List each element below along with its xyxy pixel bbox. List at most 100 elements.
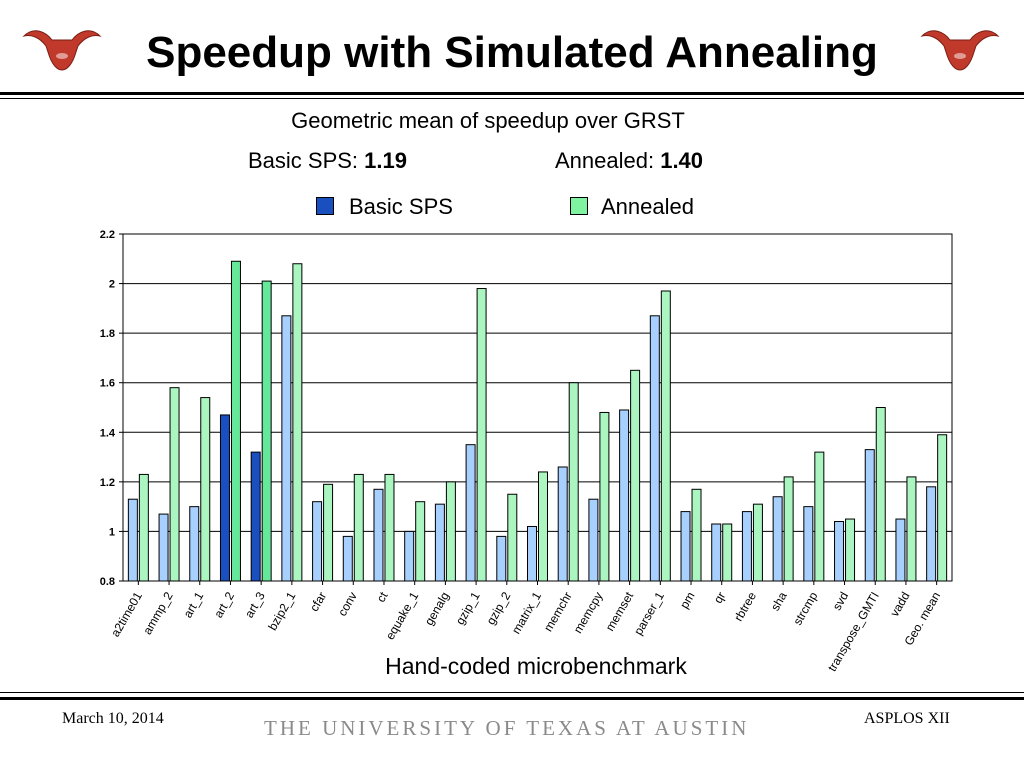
bar-basic-sps [649, 315, 660, 582]
bar-basic-sps [250, 451, 261, 582]
bar-basic-sps [281, 315, 292, 582]
bar-annealed [722, 523, 733, 582]
bar-annealed [230, 260, 241, 582]
bar-annealed [814, 451, 825, 582]
y-tick-label: 1.2 [100, 477, 115, 489]
bar-basic-sps [189, 506, 200, 582]
x-tick-label: conv [335, 590, 360, 619]
y-tick-label: 2.2 [100, 229, 115, 241]
bar-annealed [415, 501, 426, 582]
x-tick-label: pm [677, 589, 697, 610]
x-axis-label: Hand-coded microbenchmark [385, 653, 687, 679]
basic-sps-geomean-label: Basic SPS: [248, 148, 365, 173]
bar-basic-sps [895, 518, 906, 582]
bar-annealed [538, 471, 548, 582]
bar-basic-sps [557, 466, 568, 582]
bar-annealed [752, 503, 763, 582]
bar-annealed [507, 493, 518, 582]
bar-basic-sps [926, 486, 937, 582]
bar-basic-sps [219, 414, 230, 582]
basic-sps-geomean: Basic SPS: 1.19 [248, 148, 407, 174]
x-tick-label: cfar [307, 590, 329, 614]
x-tick-label: bzip2_1 [265, 589, 298, 633]
x-tick-label: memcpy [571, 590, 606, 636]
bar-basic-sps [127, 498, 138, 582]
x-tick-label: art_2 [211, 589, 237, 620]
bar-basic-sps [158, 513, 169, 582]
x-tick-label: matrix_1 [509, 589, 544, 636]
bar-basic-sps [404, 530, 415, 582]
annealed-geomean-value: 1.40 [660, 148, 704, 173]
bar-annealed [691, 488, 702, 582]
bar-basic-sps [465, 444, 476, 582]
bar-annealed [906, 476, 917, 582]
bar-annealed [937, 434, 948, 582]
legend-label-annealed: Annealed [601, 194, 694, 219]
bar-basic-sps [588, 498, 599, 582]
bar-annealed [599, 411, 610, 582]
bar-annealed [353, 473, 364, 582]
y-tick-label: 0.8 [100, 576, 115, 588]
annealed-geomean-label: Annealed: [555, 148, 661, 173]
bar-basic-sps [864, 449, 875, 582]
bar-basic-sps [834, 521, 845, 582]
y-tick-label: 1.8 [100, 328, 115, 340]
bar-basic-sps [373, 488, 384, 582]
x-tick-label: art_1 [181, 589, 207, 620]
x-tick-label: sha [768, 589, 790, 613]
x-tick-label: strcmp [790, 589, 820, 627]
bar-basic-sps [312, 501, 323, 582]
bar-annealed [323, 483, 334, 582]
y-tick-label: 1 [109, 526, 115, 538]
x-tick-label: gzip_2 [484, 589, 514, 627]
bar-basic-sps [803, 506, 814, 582]
longhorn-logo-icon [22, 30, 102, 71]
x-tick-label: svd [830, 590, 851, 613]
legend-label-basic-sps: Basic SPS [349, 194, 453, 219]
bar-annealed [384, 473, 395, 582]
x-tick-label: qr [711, 589, 728, 605]
bar-annealed [630, 369, 641, 582]
bar-annealed [568, 382, 579, 582]
bar-annealed [261, 280, 272, 582]
bar-basic-sps [496, 535, 507, 582]
y-tick-label: 1.4 [100, 427, 116, 439]
x-tick-label: vadd [887, 590, 912, 620]
bar-basic-sps [711, 523, 722, 582]
chart-subtitle: Geometric mean of speedup over GRST [291, 108, 685, 133]
bar-basic-sps [741, 511, 752, 582]
bar-basic-sps [527, 525, 537, 582]
annealed-geomean: Annealed: 1.40 [555, 148, 703, 174]
footer-divider-thin [0, 692, 1024, 693]
bar-annealed [845, 518, 856, 582]
y-tick-label: 1.6 [100, 378, 115, 390]
footer-date: March 10, 2014 [62, 710, 164, 727]
bar-annealed [169, 387, 180, 582]
bar-basic-sps [342, 535, 353, 582]
bar-annealed [875, 407, 886, 582]
x-tick-label: art_3 [242, 589, 268, 620]
x-tick-label: memset [603, 589, 637, 634]
bar-annealed [476, 288, 487, 582]
x-tick-label: rbtree [731, 589, 759, 623]
x-tick-label: genalg [422, 590, 452, 628]
y-tick-label: 2 [109, 279, 115, 291]
plot-area [122, 233, 953, 582]
legend-swatch-annealed [570, 197, 588, 215]
bar-annealed [200, 397, 211, 582]
footer-divider [0, 697, 1024, 700]
x-tick-label: ammp_2 [140, 589, 176, 637]
basic-sps-geomean-value: 1.19 [364, 148, 407, 173]
legend-swatch-basic-sps [316, 197, 334, 215]
bar-annealed [445, 481, 456, 582]
title-divider [0, 92, 1024, 95]
bar-basic-sps [619, 409, 630, 582]
bar-annealed [138, 473, 149, 582]
x-tick-label: a2time01 [108, 589, 145, 639]
footer-conference: ASPLOS XII [864, 710, 950, 727]
bar-basic-sps [680, 511, 691, 582]
bar-annealed [292, 263, 303, 582]
bar-annealed [783, 476, 794, 582]
x-tick-label: ct [374, 589, 391, 605]
